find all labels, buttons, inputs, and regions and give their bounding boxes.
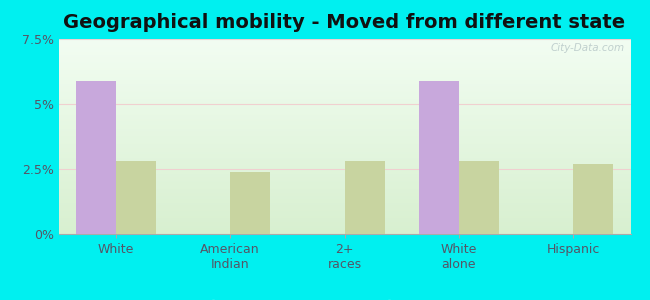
Bar	[573, 164, 614, 234]
Title: Geographical mobility - Moved from different state: Geographical mobility - Moved from diffe…	[64, 13, 625, 32]
Legend: Marrowstone, WA, Washington: Marrowstone, WA, Washington	[194, 296, 495, 300]
Bar	[459, 161, 499, 234]
Bar	[230, 172, 270, 234]
Bar	[75, 81, 116, 234]
Bar	[344, 161, 385, 234]
Text: City-Data.com: City-Data.com	[551, 43, 625, 53]
Bar	[419, 81, 459, 234]
Bar	[116, 161, 156, 234]
